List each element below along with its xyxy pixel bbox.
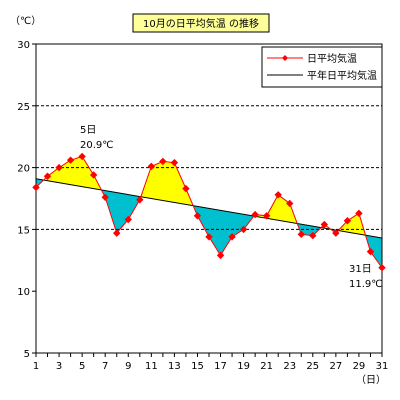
data-point — [286, 199, 294, 208]
actual-series — [32, 152, 386, 272]
data-point — [101, 193, 109, 201]
annotations: 5日 20.9℃ 31日 11.9℃ — [80, 125, 383, 290]
data-point — [274, 191, 282, 199]
x-tick-label: 25 — [306, 361, 319, 372]
y-tick-label: 15 — [17, 225, 30, 236]
x-tick-label: 5 — [79, 361, 85, 372]
chart-title: 10月の日平均気温 の推移 — [132, 13, 270, 33]
data-point — [182, 184, 190, 193]
x-tick-label: 9 — [125, 361, 131, 372]
data-point — [228, 233, 236, 241]
data-point — [43, 172, 52, 180]
x-tick-label: 15 — [191, 361, 204, 372]
chart-title-text: 10月の日平均気温 の推移 — [143, 17, 259, 30]
annotation-day: 31日 — [349, 264, 372, 275]
legend-label-actual: 日平均気温 — [307, 52, 357, 65]
data-point — [355, 209, 363, 218]
y-tick-label: 10 — [17, 287, 30, 298]
x-tick-label: 3 — [56, 361, 62, 372]
data-point — [239, 225, 248, 234]
annotation-value: 11.9℃ — [349, 279, 383, 290]
data-point — [78, 152, 86, 161]
normal-series — [35, 178, 383, 239]
normal-temperature-line — [35, 178, 383, 239]
data-point — [136, 196, 144, 204]
data-point — [147, 162, 156, 171]
x-tick-label: 7 — [102, 361, 108, 372]
y-tick-label: 5 — [24, 349, 30, 360]
x-tick-label: 19 — [237, 361, 250, 372]
legend-box — [261, 46, 383, 88]
x-tick-label: 23 — [283, 361, 296, 372]
data-point — [216, 251, 225, 260]
y-tick-label: 20 — [17, 164, 30, 175]
x-tick-label: 17 — [214, 361, 227, 372]
data-point — [32, 183, 40, 192]
data-point — [89, 171, 98, 179]
warm-area — [338, 213, 366, 236]
data-point — [159, 157, 167, 166]
x-axis-label: （日） — [356, 374, 386, 386]
data-point — [262, 212, 271, 220]
data-point — [332, 229, 340, 237]
y-tick-label: 30 — [17, 40, 30, 51]
x-tick-label: 13 — [168, 361, 181, 372]
cool-area — [101, 189, 141, 234]
data-point — [366, 247, 375, 256]
legend-label-normal: 平年日平均気温 — [307, 69, 377, 82]
data-point — [320, 220, 329, 229]
grid-lines — [36, 105, 382, 230]
x-tick-label: 27 — [329, 361, 342, 372]
x-tick-label: 29 — [353, 361, 366, 372]
annotation-value: 20.9℃ — [80, 140, 114, 151]
cool-area — [193, 205, 254, 256]
x-tick-label: 11 — [145, 361, 158, 372]
data-point — [124, 215, 132, 224]
axis-labels: （℃） （日） — [10, 15, 386, 386]
y-axis-label: （℃） — [10, 15, 41, 27]
y-tick-label: 25 — [17, 102, 30, 113]
data-point — [309, 231, 317, 240]
plot-frame — [35, 43, 383, 354]
data-point — [170, 158, 179, 167]
data-point — [193, 212, 202, 220]
annotation-day: 5日 — [80, 125, 96, 136]
data-point — [66, 156, 75, 164]
data-point — [297, 230, 305, 239]
deviation-fills — [36, 156, 382, 268]
x-tick-label: 1 — [33, 361, 39, 372]
x-tick-label: 21 — [260, 361, 273, 372]
data-point — [378, 264, 386, 272]
warm-area — [140, 161, 194, 206]
data-point — [205, 233, 213, 241]
data-point — [251, 210, 259, 219]
data-point — [343, 217, 352, 225]
data-point — [55, 163, 63, 172]
data-point — [113, 229, 121, 237]
title-box-bg — [132, 13, 270, 33]
x-tick-label: 31 — [376, 361, 389, 372]
legend-marker — [282, 55, 288, 61]
